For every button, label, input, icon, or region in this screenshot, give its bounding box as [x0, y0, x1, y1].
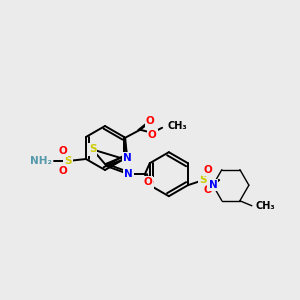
Text: O: O: [143, 177, 152, 187]
Text: S: S: [89, 145, 96, 154]
Text: O: O: [203, 165, 212, 175]
Text: CH₃: CH₃: [256, 201, 275, 211]
Text: N: N: [208, 180, 217, 190]
Text: O: O: [146, 116, 154, 126]
Text: O: O: [58, 166, 67, 176]
Text: S: S: [64, 156, 72, 166]
Text: O: O: [148, 130, 157, 140]
Text: NH₂: NH₂: [30, 156, 52, 166]
Text: S: S: [199, 175, 207, 185]
Text: O: O: [145, 178, 153, 188]
Text: N: N: [123, 153, 131, 163]
Text: O: O: [58, 146, 67, 156]
Text: CH₃: CH₃: [167, 121, 187, 131]
Text: O: O: [203, 185, 212, 195]
Text: N: N: [124, 169, 133, 179]
